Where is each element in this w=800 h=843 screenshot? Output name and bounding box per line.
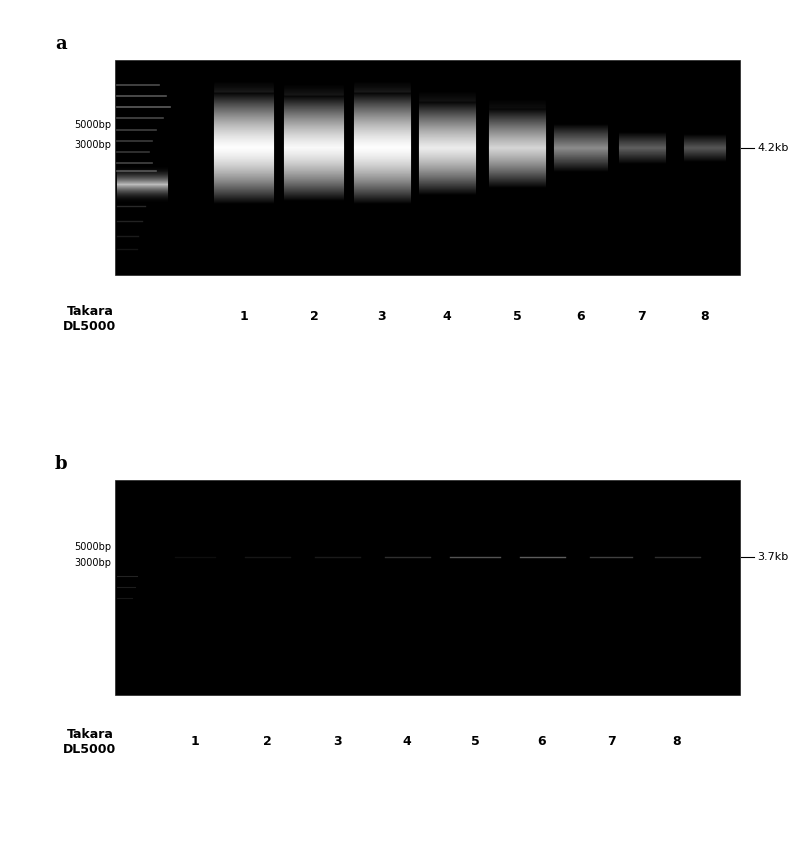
Text: b: b	[55, 455, 68, 473]
Text: 2: 2	[262, 735, 271, 748]
Text: 5000bp: 5000bp	[74, 120, 111, 130]
Text: 2: 2	[310, 310, 318, 323]
Text: 8: 8	[701, 310, 710, 323]
Text: 5: 5	[513, 310, 522, 323]
Text: 3: 3	[378, 310, 386, 323]
Text: Takara
DL5000: Takara DL5000	[63, 305, 117, 333]
Text: 3.7kb: 3.7kb	[757, 552, 788, 562]
Text: 3: 3	[333, 735, 342, 748]
Text: 6: 6	[538, 735, 546, 748]
Bar	[115, 60, 740, 275]
Text: 3000bp: 3000bp	[74, 140, 111, 150]
Text: 7: 7	[638, 310, 646, 323]
Text: 5000bp: 5000bp	[74, 542, 111, 552]
Text: a: a	[55, 35, 66, 53]
Bar	[115, 480, 740, 695]
Text: 6: 6	[577, 310, 586, 323]
Text: Takara
DL5000: Takara DL5000	[63, 728, 117, 756]
Text: 4.2kb: 4.2kb	[757, 143, 788, 153]
Text: 1: 1	[240, 310, 248, 323]
Text: 7: 7	[606, 735, 615, 748]
Text: 4: 4	[402, 735, 411, 748]
Text: 3000bp: 3000bp	[74, 558, 111, 568]
Text: 1: 1	[190, 735, 199, 748]
Text: 5: 5	[470, 735, 479, 748]
Text: 8: 8	[673, 735, 682, 748]
Text: 4: 4	[442, 310, 451, 323]
